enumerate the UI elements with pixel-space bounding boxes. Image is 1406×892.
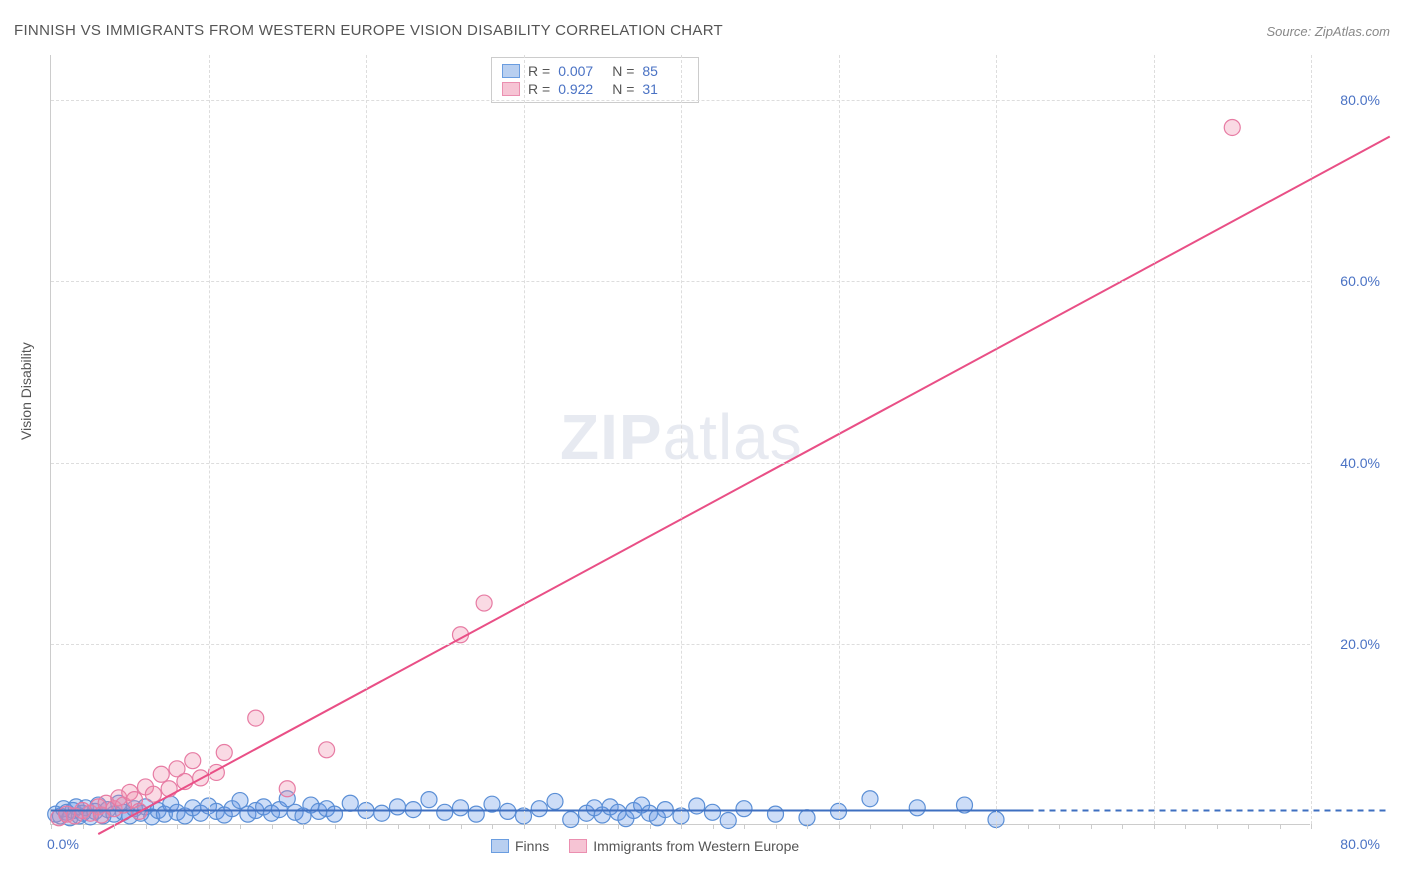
plot-area: R = 0.007 N = 85 R = 0.922 N = 31 0.0% 8… [50, 55, 1310, 825]
x-tick-max: 80.0% [1340, 836, 1380, 852]
x-tick-mark [1248, 824, 1249, 829]
x-tick-mark [461, 824, 462, 829]
data-point [453, 800, 469, 816]
swatch-finns [491, 839, 509, 853]
y-tick-label: 80.0% [1320, 92, 1380, 108]
x-tick-mark [902, 824, 903, 829]
gridline-v [1311, 55, 1312, 824]
data-point [279, 781, 295, 797]
x-tick-mark [398, 824, 399, 829]
x-tick-mark [650, 824, 651, 829]
legend-item-finns: Finns [491, 838, 549, 854]
legend-label: Immigrants from Western Europe [593, 838, 799, 854]
x-tick-mark [744, 824, 745, 829]
x-tick-mark [209, 824, 210, 829]
x-tick-mark [587, 824, 588, 829]
data-point [153, 766, 169, 782]
gridline-v [839, 55, 840, 824]
data-point [374, 805, 390, 821]
x-tick-mark [366, 824, 367, 829]
data-point [468, 806, 484, 822]
x-tick-mark [1280, 824, 1281, 829]
x-tick-mark [146, 824, 147, 829]
y-tick-label: 60.0% [1320, 273, 1380, 289]
x-tick-mark [807, 824, 808, 829]
x-tick-mark [555, 824, 556, 829]
data-point [319, 742, 335, 758]
gridline-v [366, 55, 367, 824]
data-point [161, 781, 177, 797]
x-tick-mark [492, 824, 493, 829]
x-tick-mark [776, 824, 777, 829]
data-point [768, 806, 784, 822]
x-tick-mark [272, 824, 273, 829]
swatch-immigrants [569, 839, 587, 853]
legend-item-immigrants: Immigrants from Western Europe [569, 838, 799, 854]
gridline-v [209, 55, 210, 824]
y-tick-label: 20.0% [1320, 636, 1380, 652]
data-point [390, 799, 406, 815]
x-tick-mark [933, 824, 934, 829]
data-point [185, 753, 201, 769]
data-point [437, 804, 453, 820]
series-legend: Finns Immigrants from Western Europe [491, 838, 799, 854]
x-tick-mark [429, 824, 430, 829]
x-tick-mark [1028, 824, 1029, 829]
x-tick-mark [870, 824, 871, 829]
data-point [248, 710, 264, 726]
x-tick-mark [996, 824, 997, 829]
x-tick-mark [524, 824, 525, 829]
x-tick-mark [1311, 824, 1312, 829]
data-point [909, 800, 925, 816]
x-tick-mark [1185, 824, 1186, 829]
data-point [563, 812, 579, 828]
gridline-v [681, 55, 682, 824]
data-point [421, 792, 437, 808]
x-tick-mark [240, 824, 241, 829]
x-tick-min: 0.0% [47, 836, 79, 852]
gridline-v [1154, 55, 1155, 824]
gridline-v [524, 55, 525, 824]
source-attribution: Source: ZipAtlas.com [1266, 24, 1390, 39]
data-point [736, 801, 752, 817]
data-point [705, 804, 721, 820]
data-point [531, 801, 547, 817]
x-tick-mark [303, 824, 304, 829]
x-tick-mark [618, 824, 619, 829]
x-tick-mark [177, 824, 178, 829]
data-point [862, 791, 878, 807]
x-tick-mark [83, 824, 84, 829]
x-tick-mark [335, 824, 336, 829]
data-point [689, 798, 705, 814]
y-axis-label: Vision Disability [18, 342, 34, 440]
data-point [327, 806, 343, 822]
gridline-v [996, 55, 997, 824]
data-point [216, 745, 232, 761]
x-tick-mark [1122, 824, 1123, 829]
legend-label: Finns [515, 838, 549, 854]
data-point [476, 595, 492, 611]
x-tick-mark [839, 824, 840, 829]
y-tick-label: 40.0% [1320, 455, 1380, 471]
data-point [720, 812, 736, 828]
x-tick-mark [1059, 824, 1060, 829]
x-tick-mark [681, 824, 682, 829]
x-tick-mark [965, 824, 966, 829]
data-point [145, 786, 161, 802]
x-tick-mark [1091, 824, 1092, 829]
data-point [1224, 119, 1240, 135]
data-point [547, 793, 563, 809]
x-tick-mark [1154, 824, 1155, 829]
regression-line [98, 137, 1390, 835]
data-point [342, 795, 358, 811]
x-tick-mark [713, 824, 714, 829]
x-tick-mark [1217, 824, 1218, 829]
chart-title: FINNISH VS IMMIGRANTS FROM WESTERN EUROP… [14, 22, 723, 39]
x-tick-mark [51, 824, 52, 829]
x-tick-mark [114, 824, 115, 829]
